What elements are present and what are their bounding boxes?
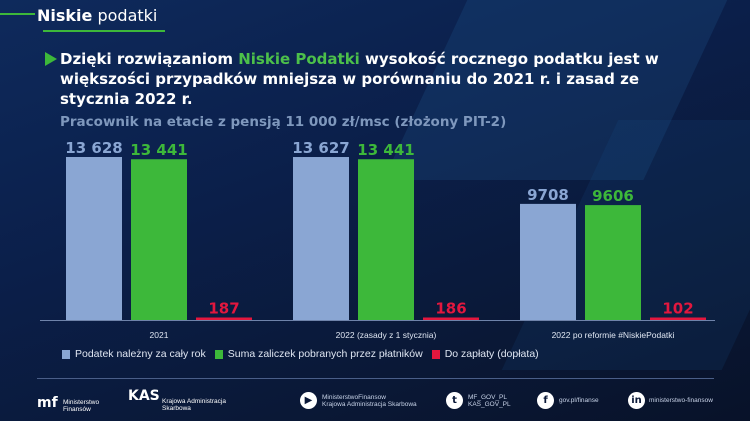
twitter-link[interactable]: MF_GOV_PL KAS_GOV_PL (468, 394, 511, 408)
data-label: 13 441 (130, 141, 187, 159)
data-label: 9606 (592, 187, 634, 205)
legend-swatch (214, 349, 223, 359)
bar (293, 157, 349, 320)
linkedin-icon[interactable]: in (628, 392, 645, 409)
bar (585, 205, 641, 320)
brand-logo: Niskie podatki (37, 6, 158, 25)
data-label: 9708 (527, 186, 569, 204)
kas-logo-icon: KAS (128, 388, 160, 404)
legend-label: Podatek należny za cały rok (75, 348, 206, 360)
data-label: 13 628 (65, 139, 122, 157)
category-label: 2021 (150, 330, 169, 340)
facebook-link[interactable]: gov.pl/finanse (559, 397, 599, 404)
category-label: 2022 po reformie #NiskiePodatki (552, 330, 675, 340)
data-label: 102 (662, 300, 693, 318)
data-label: 187 (208, 300, 239, 318)
brand-line (0, 13, 35, 15)
data-label: 13 627 (292, 139, 349, 157)
bar (66, 157, 122, 320)
brand-underline (43, 30, 165, 32)
play-arrow-icon (45, 52, 57, 66)
legend-swatch (431, 349, 440, 359)
youtube-link[interactable]: MinisterstwoFinansow Krajowa Administracj… (322, 394, 417, 408)
chart-subtitle: Pracownik na etacie z pensją 11 000 zł/m… (60, 114, 507, 130)
twitter-icon[interactable]: t (446, 392, 463, 409)
legend-swatch (62, 349, 70, 359)
bar (358, 159, 414, 320)
bar (131, 159, 187, 320)
bar (650, 317, 706, 320)
legend-label: Do zapłaty (dopłata) (444, 348, 539, 360)
facebook-icon[interactable]: f (537, 392, 554, 409)
youtube-icon[interactable]: ▶ (300, 392, 317, 409)
bar (423, 317, 479, 320)
legend-item: Suma zaliczek pobranych przez płatników (214, 348, 423, 360)
headline: Dzięki rozwiązaniom Niskie Podatki wysok… (60, 50, 659, 108)
footer-divider (37, 378, 714, 379)
linkedin-link[interactable]: ministerstwo-finansow (649, 397, 713, 404)
kas-name: Krajowa Administracja Skarbowa (162, 398, 226, 412)
legend-label: Suma zaliczek pobranych przez płatników (227, 348, 423, 360)
mf-name: Ministerstwo Finansów (63, 399, 100, 413)
bar (196, 317, 252, 320)
mf-logo-icon: mf (37, 395, 58, 411)
legend: Podatek należny za cały rok Suma zalicze… (62, 348, 539, 360)
data-label: 186 (435, 300, 466, 318)
data-label: 13 441 (357, 141, 414, 159)
category-label: 2022 (zasady z 1 stycznia) (336, 330, 437, 340)
legend-item: Podatek należny za cały rok (62, 348, 206, 360)
bar (520, 203, 576, 320)
legend-item: Do zapłaty (dopłata) (431, 348, 539, 360)
